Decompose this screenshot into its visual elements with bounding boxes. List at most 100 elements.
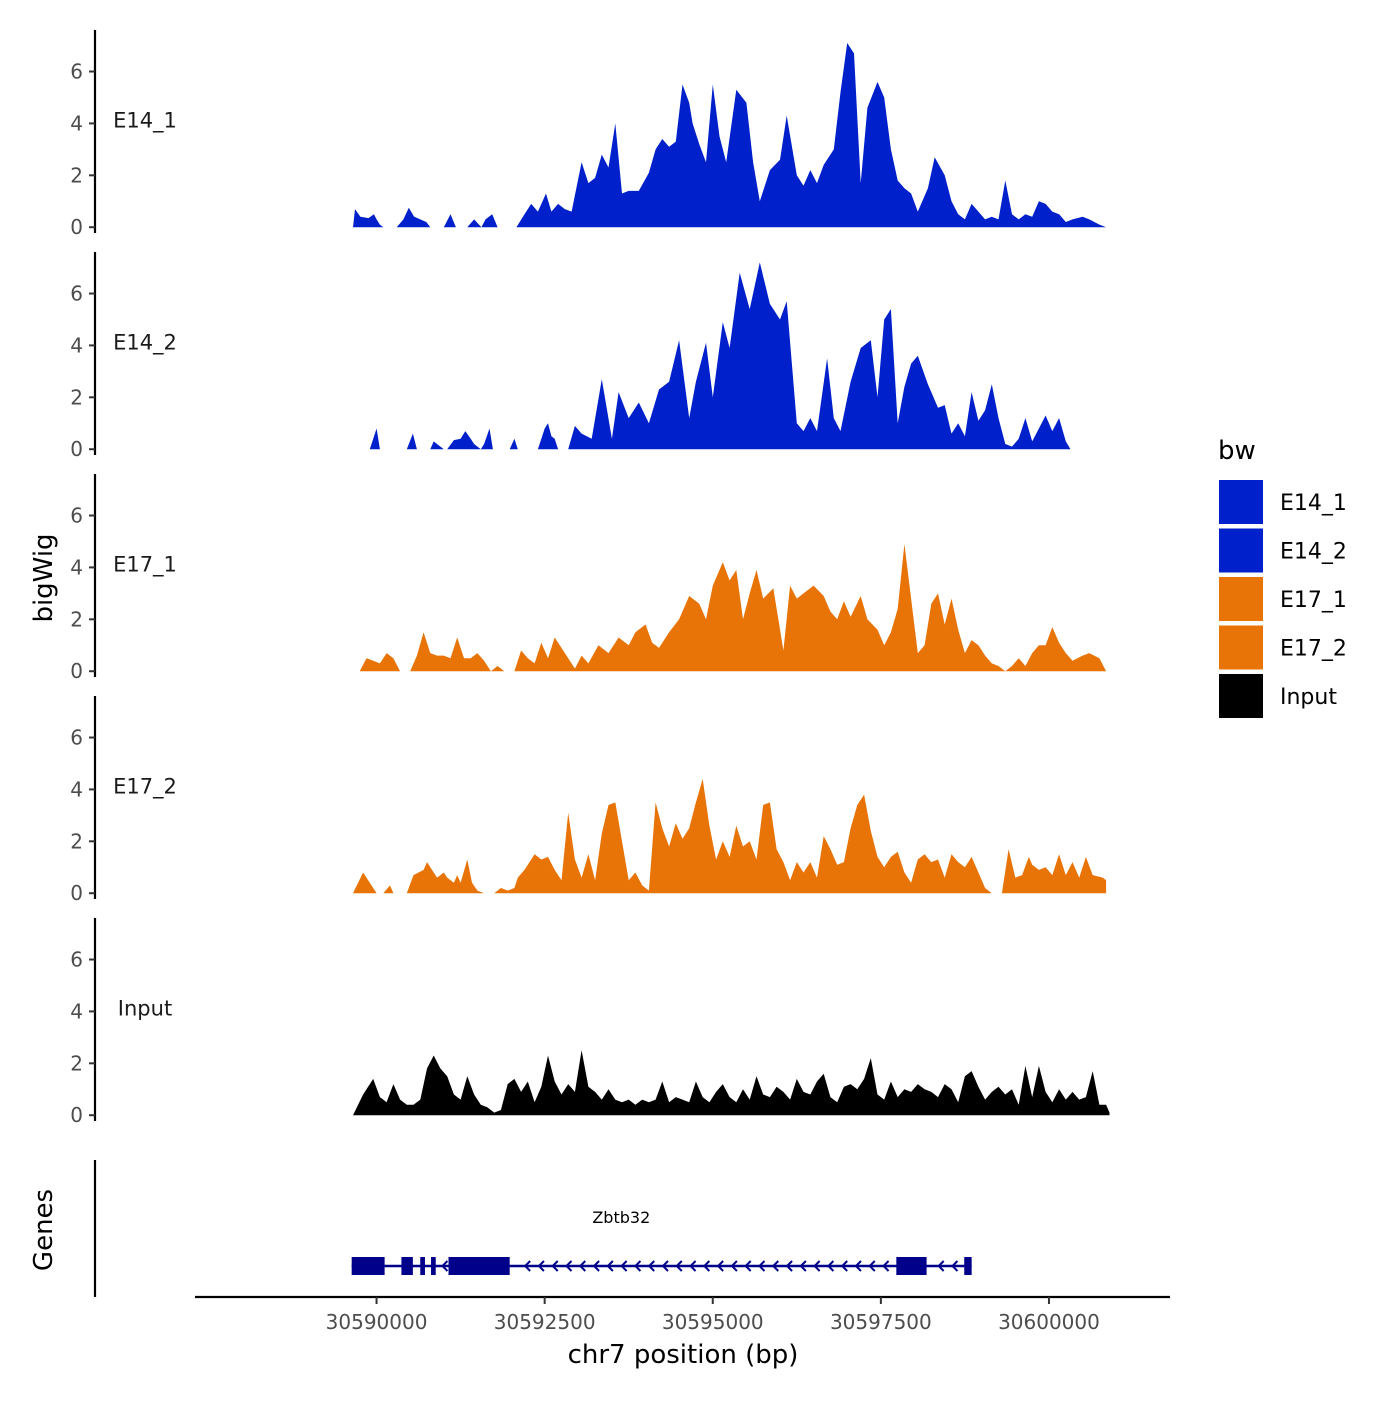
track-e17-2: 0 2 4 6 E17_2 (70, 696, 1107, 905)
strand-arrow (758, 1260, 766, 1272)
legend-label: Input (1280, 685, 1337, 710)
gene-exon (896, 1257, 927, 1275)
strand-arrow (744, 1260, 752, 1272)
strand-arrow (785, 1260, 793, 1272)
legend-swatch (1219, 577, 1263, 621)
y-tick-label: 4 (70, 333, 83, 357)
strand-arrow (565, 1260, 573, 1272)
gene-exon (420, 1257, 425, 1275)
y-tick-label: 0 (70, 659, 83, 683)
track-label: E17_2 (113, 774, 177, 799)
x-tick-label: 30592500 (494, 1310, 596, 1334)
legend-item-e14-1: E14_1 (1219, 480, 1347, 524)
strand-arrow (799, 1260, 807, 1272)
y-tick-label: 2 (70, 1051, 83, 1075)
signal-area-e14-1 (353, 43, 1107, 228)
y-tick-label: 4 (70, 777, 83, 801)
gene-exon (964, 1257, 972, 1275)
y-tick-label: 2 (70, 163, 83, 187)
y-tick-label: 6 (70, 60, 83, 84)
strand-arrow (826, 1260, 835, 1272)
y-tick-label: 6 (70, 948, 83, 972)
gene-exon (448, 1257, 510, 1275)
y-tick-label: 2 (70, 829, 83, 853)
gene-zbtb32: Zbtb32 (351, 1208, 972, 1275)
strand-arrow (537, 1260, 545, 1272)
track-label: E14_1 (113, 108, 177, 133)
x-tick-label: 30595000 (662, 1310, 764, 1334)
strand-arrow (882, 1260, 890, 1272)
x-tick-label: 30600000 (998, 1310, 1100, 1334)
strand-arrow (689, 1260, 697, 1272)
strand-arrow (868, 1260, 876, 1272)
y-tick-label: 4 (70, 999, 83, 1023)
y-tick-label: 0 (70, 1103, 83, 1127)
legend-label: E14_2 (1280, 540, 1347, 565)
strand-arrow (840, 1260, 848, 1272)
strand-arrow (647, 1260, 655, 1272)
y-tick-label: 0 (70, 215, 83, 239)
strand-arrow (730, 1260, 738, 1272)
track-e14-1: 0 2 4 6 E14_1 (70, 30, 1107, 239)
x-axis: 30590000 30592500 30595000 30597500 30600000 (195, 1295, 1170, 1334)
track-label: E14_2 (113, 330, 177, 355)
legend-swatch (1219, 625, 1263, 670)
track-label: E17_1 (113, 552, 177, 577)
strand-arrow (523, 1260, 531, 1272)
y-axis-title: bigWig (29, 533, 59, 622)
strand-arrow (551, 1260, 559, 1272)
y-tick-label: 6 (70, 282, 83, 306)
track-e14-2: 0 2 4 6 E14_2 (70, 252, 1071, 461)
strand-arrow (771, 1260, 779, 1272)
genes-track: Zbtb32 (93, 1160, 972, 1297)
signal-area-e17-2 (353, 779, 1107, 894)
legend: bw E14_1 E14_2 E17_1 E17_2 Input (1218, 436, 1347, 718)
strand-arrow (675, 1260, 683, 1272)
legend-label: E14_1 (1280, 491, 1347, 516)
track-e17-1: 0 2 4 6 E17_1 (70, 474, 1107, 683)
strand-arrow (813, 1260, 821, 1272)
signal-tracks: 0 2 4 6 E14_1 0 2 4 6 E14_2 0 2 4 6 E17_1 0 2 4 6 E17_2 0 2 4 6… (70, 30, 1110, 1127)
gene-name-label: Zbtb32 (592, 1208, 650, 1227)
strand-arrow (854, 1260, 862, 1272)
legend-swatch (1219, 528, 1263, 573)
strand-arrow (937, 1260, 945, 1272)
strand-arrow (634, 1260, 642, 1272)
y-tick-label: 6 (70, 504, 83, 528)
y-tick-label: 6 (70, 726, 83, 750)
strand-arrow (716, 1260, 724, 1272)
y-tick-label: 4 (70, 111, 83, 135)
signal-area-input (353, 1050, 1110, 1116)
x-axis-title: chr7 position (bp) (568, 1340, 799, 1370)
legend-title: bw (1218, 436, 1256, 466)
x-tick-label: 30590000 (326, 1310, 428, 1334)
y-tick-label: 4 (70, 555, 83, 579)
y-tick-label: 0 (70, 437, 83, 461)
y-tick-label: 2 (70, 385, 83, 409)
signal-area-e14-2 (369, 262, 1071, 450)
legend-swatch (1219, 674, 1263, 718)
gene-exon (351, 1257, 385, 1275)
strand-arrow (606, 1260, 614, 1272)
strand-arrow (951, 1260, 959, 1272)
gene-exon (401, 1257, 413, 1275)
legend-label: E17_2 (1280, 637, 1347, 662)
track-label: Input (118, 996, 172, 1020)
strand-arrow (441, 1260, 449, 1272)
y-tick-label: 0 (70, 881, 83, 905)
legend-swatch (1219, 480, 1263, 524)
strand-arrow (702, 1260, 711, 1272)
strand-arrow (578, 1260, 587, 1272)
genes-axis-title: Genes (29, 1189, 59, 1271)
strand-arrow (661, 1260, 669, 1272)
strand-arrow (592, 1260, 600, 1272)
legend-label: E17_1 (1280, 588, 1347, 613)
legend-item-input: Input (1219, 674, 1337, 718)
strand-arrow (620, 1260, 628, 1272)
y-tick-label: 2 (70, 607, 83, 631)
track-input: 0 2 4 6 Input (70, 918, 1110, 1127)
gene-exon (431, 1257, 436, 1275)
signal-area-e17-1 (359, 544, 1107, 672)
